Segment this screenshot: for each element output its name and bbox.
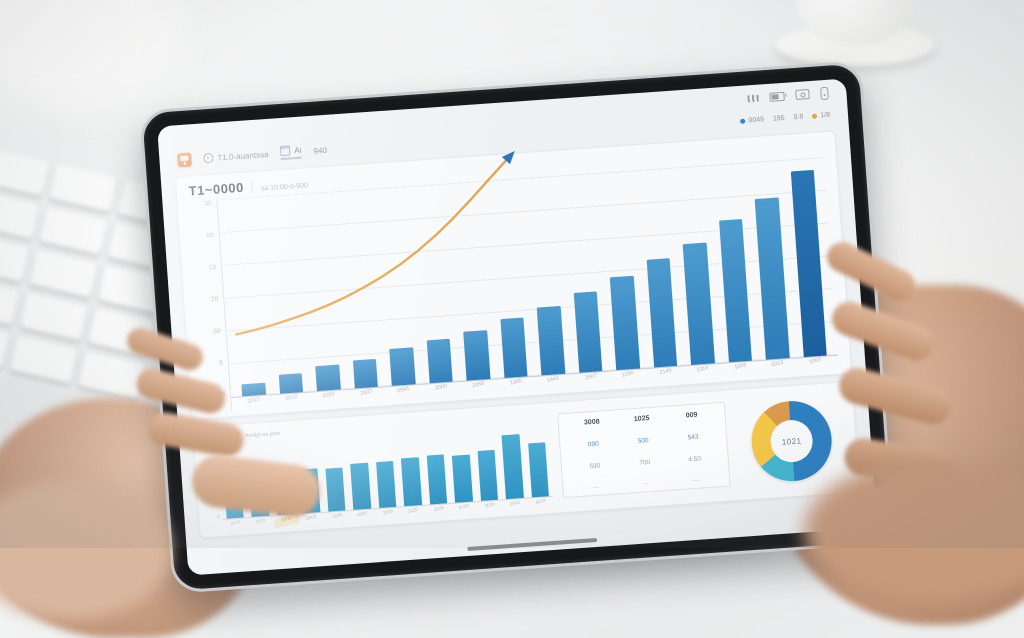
bar: [477, 449, 499, 501]
camera-icon: [795, 89, 810, 100]
nav-label: 940: [313, 145, 328, 156]
legend-dot: [740, 118, 746, 124]
table-cell: 009: [685, 411, 698, 420]
mini-chart-subtitle: Analyt-os-jane: [244, 430, 281, 440]
table-cell: 590: [589, 462, 601, 471]
bar: [499, 317, 528, 379]
table-cell: —: [593, 484, 600, 492]
bar: [350, 462, 372, 510]
donut-center-label: 1021: [769, 418, 815, 464]
y-tick: 20: [210, 295, 219, 304]
table-cell: 3008: [583, 418, 600, 427]
header-legend: 9049 185 9.8 1/8: [740, 111, 830, 124]
bar: [352, 359, 378, 389]
bar: [315, 364, 341, 392]
bar: [718, 218, 752, 363]
app-logo-icon[interactable]: [177, 152, 192, 168]
table-cell: 1025: [633, 414, 650, 424]
main-chart-card: T1~0000 sa 10:00-d-500 300010206090 2013…: [174, 130, 853, 420]
nav-item-ai[interactable]: Ai: [279, 144, 302, 161]
legend-item: 185: [773, 114, 785, 122]
bar: [389, 347, 416, 386]
keyboard-key: [29, 249, 98, 299]
legend-label: 185: [772, 114, 785, 123]
bar: [790, 170, 827, 358]
keyboard-key: [77, 351, 146, 400]
divider: [251, 181, 254, 193]
nav-label: T1.0-auantssa: [217, 149, 269, 162]
bar: [278, 373, 304, 394]
table-cell: 090: [587, 440, 600, 449]
bar: [536, 305, 565, 376]
battery-icon: [769, 91, 785, 102]
keyboard-key: [39, 206, 108, 256]
bar: [426, 338, 453, 384]
table-cell: 4.50: [688, 455, 702, 464]
bar: [426, 453, 448, 505]
table-cell: 700: [639, 459, 651, 467]
y-tick: 9: [218, 359, 224, 367]
bar: [375, 460, 397, 509]
main-chart-title: T1~0000: [188, 179, 245, 199]
keyboard-key: [0, 319, 11, 369]
home-indicator[interactable]: [467, 537, 598, 551]
legend-label: 9049: [748, 115, 765, 124]
bar: [325, 467, 346, 512]
y-tick: 00: [206, 231, 215, 240]
legend-item: 9.8: [793, 113, 803, 121]
bar: [527, 442, 549, 498]
keyboard-key: [0, 234, 30, 284]
main-chart-bars: [217, 157, 837, 397]
donut-chart: 1021: [748, 398, 835, 484]
front-camera-icon: [819, 86, 829, 100]
y-tick: 10: [208, 263, 217, 272]
keyboard-key: [0, 191, 40, 241]
table-cell: —: [692, 477, 700, 485]
bar: [682, 242, 715, 365]
nav-item-dashboard[interactable]: T1.0-auantssa: [203, 149, 269, 164]
bar: [452, 454, 473, 503]
bar: [754, 197, 790, 360]
legend-item: 9049: [740, 116, 764, 125]
nav-item-940[interactable]: 940: [313, 145, 327, 155]
bar: [646, 257, 678, 368]
nav-label: Ai: [293, 145, 302, 155]
table-cell: —: [643, 481, 650, 488]
keyboard-key: [0, 277, 20, 326]
keyboard-key: [9, 335, 78, 385]
main-chart: 300010206090 201305124200200305052000245…: [189, 151, 839, 413]
y-tick: 4: [216, 514, 220, 521]
table-cell: 543: [687, 433, 699, 442]
signal-icon: [747, 94, 759, 102]
bar: [501, 433, 524, 500]
keyboard-key: [19, 292, 88, 342]
bar: [609, 275, 640, 371]
y-tick: 60: [213, 327, 221, 336]
bar: [401, 457, 422, 507]
legend-item: 1/8: [812, 111, 830, 119]
main-chart-plot: 2013 0512 4200 2003 0505 2000 2450 1900 1940 2907…: [216, 151, 839, 412]
clock-icon: [203, 152, 214, 164]
coffee-cup: [775, 0, 935, 70]
legend-dot: [812, 113, 818, 119]
legend-label: 1/8: [819, 111, 831, 119]
table-cell: 500: [637, 437, 649, 445]
tablet: T1.0-auantssa Ai 940 9049 185 9.8 1/8 T1~00…: [139, 60, 895, 594]
main-chart-subtitle: sa 10:00-d-500: [260, 182, 309, 193]
y-tick: 30: [204, 200, 212, 208]
bar: [463, 329, 491, 381]
donut-chart-section: 1021: [734, 388, 849, 493]
legend-label: 9.8: [793, 113, 804, 121]
grid-icon: [279, 145, 291, 157]
stats-table: 3008 1025 009 090 500 543 590 700 4.50 — — —: [557, 401, 731, 499]
bar: [573, 290, 603, 373]
